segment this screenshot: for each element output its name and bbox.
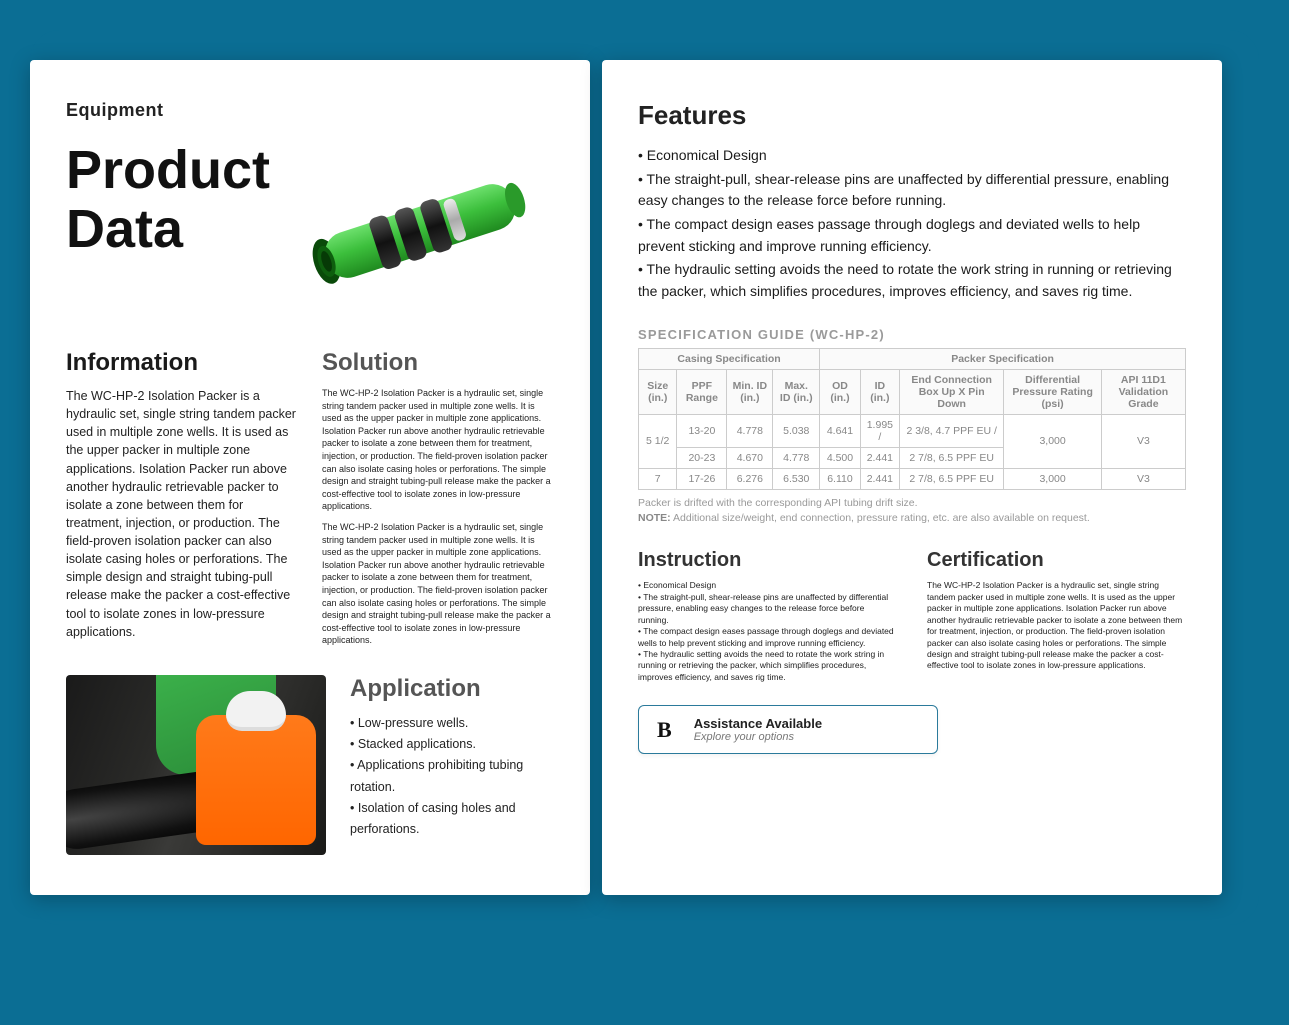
table-cell: 2 7/8, 6.5 PPF EU — [899, 447, 1004, 468]
table-notes: Packer is drifted with the corresponding… — [638, 496, 1186, 525]
table-header: Size (in.) — [639, 369, 677, 414]
page-title: Product Data — [66, 141, 270, 260]
table-cell: 5 1/2 — [639, 414, 677, 468]
photo-hardhat — [226, 691, 286, 731]
table-cell: 20-23 — [677, 447, 727, 468]
table-cell: 6.530 — [773, 468, 820, 489]
table-cell: 13-20 — [677, 414, 727, 447]
list-item: The straight-pull, shear-release pins ar… — [638, 169, 1186, 212]
bottom-row: Application Low-pressure wells.Stacked a… — [66, 675, 554, 855]
table-cell: 4.778 — [773, 447, 820, 468]
list-item: Stacked applications. — [350, 734, 554, 755]
list-item: The hydraulic setting avoids the need to… — [638, 259, 1186, 302]
instruction-list: Economical DesignThe straight-pull, shea… — [638, 580, 897, 683]
features-heading: Features — [638, 100, 1186, 131]
spec-header-row: Size (in.)PPF RangeMin. ID (in.)Max. ID … — [639, 369, 1186, 414]
group-header-casing: Casing Specification — [639, 348, 820, 369]
features-list: Economical DesignThe straight-pull, shea… — [638, 145, 1186, 305]
table-header: PPF Range — [677, 369, 727, 414]
solution-heading: Solution — [322, 349, 554, 377]
table-cell: 2.441 — [860, 447, 899, 468]
certification-body: The WC-HP-2 Isolation Packer is a hydrau… — [927, 580, 1186, 672]
photo-hi-vis-vest — [196, 715, 316, 845]
list-item: Low-pressure wells. — [350, 713, 554, 734]
information-col: Information The WC-HP-2 Isolation Packer… — [66, 349, 298, 655]
spec-table: Casing Specification Packer Specificatio… — [638, 348, 1186, 490]
note-line2-wrap: NOTE: Additional size/weight, end connec… — [638, 511, 1186, 526]
table-cell: 5.038 — [773, 414, 820, 447]
assistance-text: Assistance Available Explore your option… — [694, 716, 822, 743]
table-cell: 1.995 / — [860, 414, 899, 447]
table-cell: 4.500 — [820, 447, 861, 468]
table-row: 717-266.2766.5306.1102.4412 7/8, 6.5 PPF… — [639, 468, 1186, 489]
note-line1: Packer is drifted with the corresponding… — [638, 496, 1186, 511]
spec-thead: Casing Specification Packer Specificatio… — [639, 348, 1186, 414]
list-item: The hydraulic setting avoids the need to… — [638, 649, 897, 683]
solution-p1: The WC-HP-2 Isolation Packer is a hydrau… — [322, 387, 554, 513]
table-cell: 2 7/8, 6.5 PPF EU — [899, 468, 1004, 489]
table-cell: 2.441 — [860, 468, 899, 489]
table-cell: 17-26 — [677, 468, 727, 489]
table-header: ID (in.) — [860, 369, 899, 414]
table-header: Min. ID (in.) — [727, 369, 773, 414]
table-cell: 4.778 — [727, 414, 773, 447]
list-item: Isolation of casing holes and perforatio… — [350, 798, 554, 841]
table-cell: 4.670 — [727, 447, 773, 468]
table-header: API 11D1 Validation Grade — [1101, 369, 1185, 414]
solution-col: Solution The WC-HP-2 Isolation Packer is… — [322, 349, 554, 655]
table-cell: 6.110 — [820, 468, 861, 489]
spec-tbody: 5 1/213-204.7785.0384.6411.995 /2 3/8, 4… — [639, 414, 1186, 489]
lower-row: Instruction Economical DesignThe straigh… — [638, 549, 1186, 683]
certification-col: Certification The WC-HP-2 Isolation Pack… — [927, 549, 1186, 683]
table-cell: V3 — [1101, 414, 1185, 468]
table-cell: 4.641 — [820, 414, 861, 447]
list-item: Economical Design — [638, 145, 1186, 167]
application-heading: Application — [350, 675, 554, 703]
eyebrow: Equipment — [66, 100, 554, 121]
table-cell: 2 3/8, 4.7 PPF EU / — [899, 414, 1004, 447]
page-left: Equipment Product Data — [30, 60, 590, 895]
list-item: Economical Design — [638, 580, 897, 591]
table-header: Max. ID (in.) — [773, 369, 820, 414]
packer-illustration — [286, 141, 554, 321]
table-header: Differential Pressure Rating (psi) — [1004, 369, 1101, 414]
table-cell: V3 — [1101, 468, 1185, 489]
application-list: Low-pressure wells.Stacked applications.… — [350, 713, 554, 841]
table-cell: 7 — [639, 468, 677, 489]
table-cell: 6.276 — [727, 468, 773, 489]
assistance-subtitle: Explore your options — [694, 731, 822, 743]
spec-title: SPECIFICATION GUIDE (WC-HP-2) — [638, 327, 1186, 342]
solution-p2: The WC-HP-2 Isolation Packer is a hydrau… — [322, 521, 554, 647]
instruction-heading: Instruction — [638, 549, 897, 572]
assistance-icon: B — [657, 717, 672, 743]
table-header: End Connection Box Up X Pin Down — [899, 369, 1004, 414]
page-right: Features Economical DesignThe straight-p… — [602, 60, 1222, 895]
table-cell: 3,000 — [1004, 468, 1101, 489]
note-label: NOTE: — [638, 512, 671, 524]
hero-row: Product Data — [66, 141, 554, 321]
worksite-photo — [66, 675, 326, 855]
assistance-title: Assistance Available — [694, 716, 822, 731]
list-item: The straight-pull, shear-release pins ar… — [638, 592, 897, 626]
list-item: The compact design eases passage through… — [638, 214, 1186, 257]
instruction-col: Instruction Economical DesignThe straigh… — [638, 549, 897, 683]
solution-body: The WC-HP-2 Isolation Packer is a hydrau… — [322, 387, 554, 647]
list-item: Applications prohibiting tubing rotation… — [350, 755, 554, 798]
table-row: 5 1/213-204.7785.0384.6411.995 /2 3/8, 4… — [639, 414, 1186, 447]
information-body: The WC-HP-2 Isolation Packer is a hydrau… — [66, 387, 298, 641]
certification-heading: Certification — [927, 549, 1186, 572]
table-header: OD (in.) — [820, 369, 861, 414]
info-solution-row: Information The WC-HP-2 Isolation Packer… — [66, 349, 554, 655]
note-line2: Additional size/weight, end connection, … — [671, 512, 1090, 524]
application-col: Application Low-pressure wells.Stacked a… — [350, 675, 554, 855]
assistance-button[interactable]: B Assistance Available Explore your opti… — [638, 705, 938, 754]
list-item: The compact design eases passage through… — [638, 626, 897, 649]
group-header-packer: Packer Specification — [820, 348, 1186, 369]
information-heading: Information — [66, 349, 298, 377]
table-cell: 3,000 — [1004, 414, 1101, 468]
document-frame: Equipment Product Data — [30, 30, 1259, 925]
product-render — [286, 141, 554, 321]
